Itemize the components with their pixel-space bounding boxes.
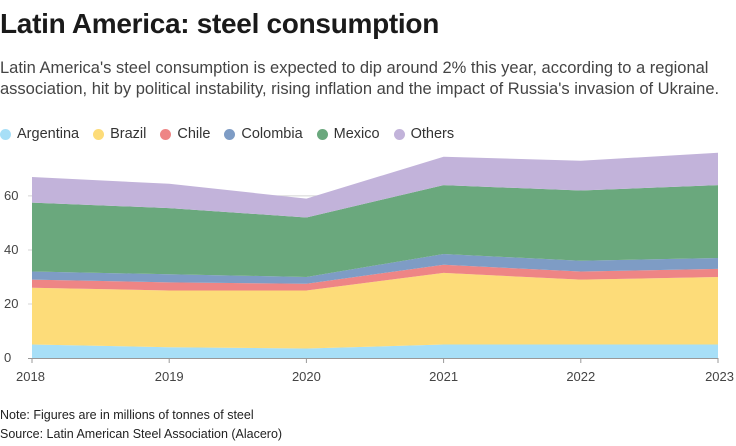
chart-subtitle: Latin America's steel consumption is exp… [0, 59, 720, 98]
legend-item-colombia: Colombia [224, 126, 303, 142]
legend-item-chile: Chile [160, 126, 210, 142]
area-argentina [32, 344, 718, 358]
legend-label: Colombia [241, 126, 303, 142]
area-brazil [32, 272, 718, 349]
area-series [32, 152, 718, 358]
x-tick-label: 2022 [566, 369, 595, 384]
footnote: Note: Figures are in millions of tonnes … [0, 408, 254, 422]
area-others [32, 152, 718, 218]
x-tick-label: 2023 [705, 369, 734, 384]
area-chart: 0 20 40 60 2018 2019 2020 2021 2022 2023 [4, 152, 734, 384]
y-tick-label: 60 [4, 188, 18, 203]
x-tick-label: 2021 [429, 369, 458, 384]
y-tick-label: 0 [4, 350, 11, 365]
x-tick-label: 2020 [292, 369, 321, 384]
legend-item-others: Others [393, 126, 455, 142]
legend-item-brazil: Brazil [93, 126, 146, 142]
legend-label: Others [410, 126, 455, 142]
legend-item-argentina: Argentina [0, 126, 79, 142]
area-mexico [32, 185, 718, 277]
x-tick-label: 2019 [155, 369, 184, 384]
source-line: Source: Latin American Steel Association… [0, 427, 283, 441]
chart-title: Latin America: steel consumption [0, 8, 440, 39]
y-tick-label: 20 [4, 296, 18, 311]
x-tick-label: 2018 [16, 369, 45, 384]
legend-swatch-chile [160, 128, 172, 140]
area-chile [32, 264, 718, 291]
legend-swatch-colombia [224, 128, 236, 140]
legend-label: Mexico [333, 126, 380, 142]
legend-item-mexico: Mexico [316, 126, 380, 142]
axes: 2018 2019 2020 2021 2022 2023 [16, 358, 734, 384]
legend: Argentina Brazil Chile Colombia Mexico Others [0, 126, 454, 142]
legend-label: Brazil [110, 126, 147, 142]
y-tick-label: 40 [4, 242, 18, 257]
legend-swatch-argentina [0, 128, 11, 140]
legend-swatch-mexico [316, 128, 328, 140]
area-colombia [32, 254, 718, 284]
legend-label: Argentina [17, 126, 80, 142]
legend-swatch-brazil [93, 128, 105, 140]
legend-label: Chile [177, 126, 211, 142]
legend-swatch-others [393, 128, 405, 140]
